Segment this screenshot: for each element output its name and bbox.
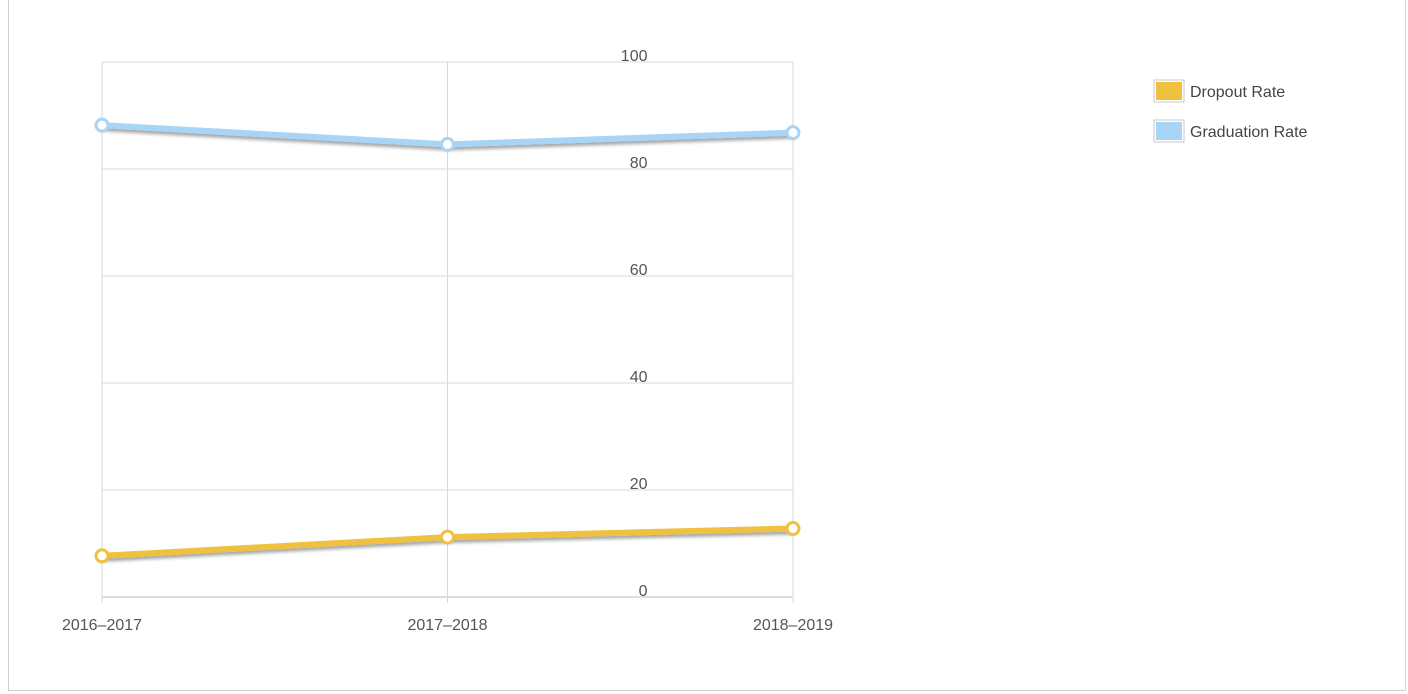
legend-swatch [1156, 122, 1182, 140]
y-tick-label: 60 [630, 262, 648, 279]
axis-ticks: 0 20 40 60 80 100 2016–2017 2017–2018 2018–2019 [62, 48, 833, 634]
grid [101, 61, 794, 603]
data-point [94, 117, 110, 133]
y-tick-label: 40 [630, 369, 648, 386]
legend: Dropout Rate Graduation Rate [1153, 79, 1308, 143]
legend-label: Dropout Rate [1190, 84, 1285, 101]
y-tick-label: 100 [621, 48, 648, 65]
chart-frame [8, 0, 1406, 691]
x-tick-label: 2018–2019 [753, 617, 833, 634]
legend-label: Graduation Rate [1190, 124, 1308, 141]
x-tick-label: 2016–2017 [62, 617, 142, 634]
legend-swatch [1156, 82, 1182, 100]
data-point [785, 125, 801, 141]
y-tick-label: 80 [630, 155, 648, 172]
x-tick-label: 2017–2018 [407, 617, 487, 634]
y-tick-label: 0 [639, 583, 648, 600]
data-point [440, 136, 455, 152]
y-tick-label: 20 [630, 476, 648, 493]
data-point [94, 548, 110, 564]
data-point [785, 521, 801, 537]
data-point [440, 529, 455, 545]
series-lines [94, 117, 801, 564]
